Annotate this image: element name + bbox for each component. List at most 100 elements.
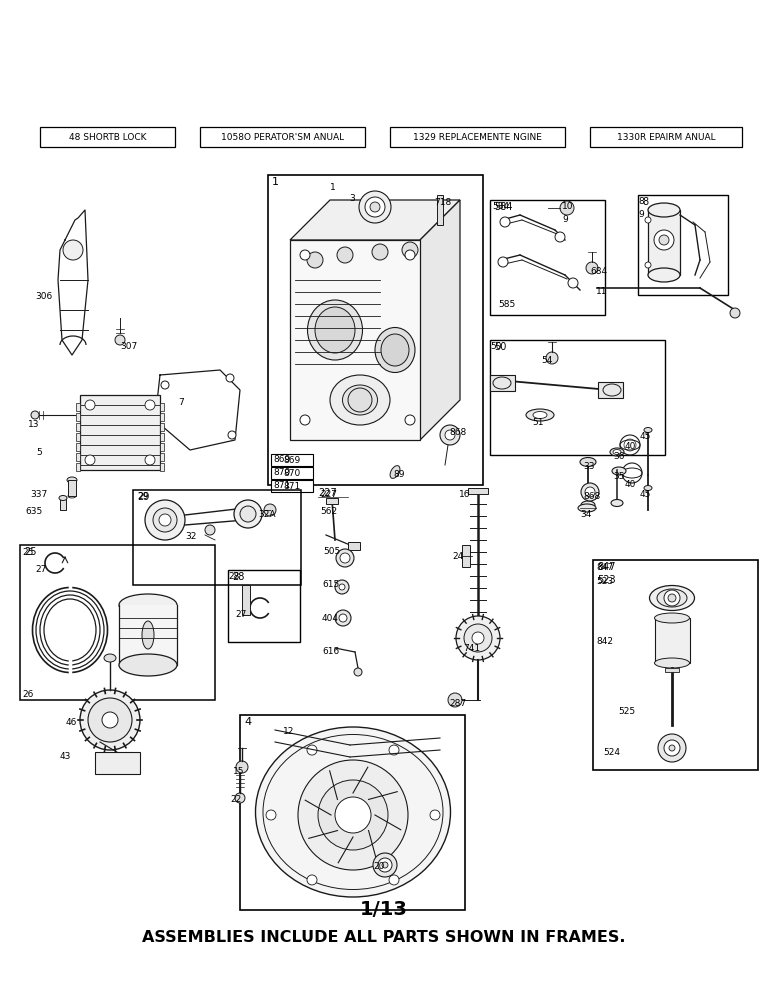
Circle shape bbox=[115, 335, 125, 345]
Circle shape bbox=[307, 252, 323, 268]
Circle shape bbox=[359, 191, 391, 223]
Bar bbox=[665, 668, 679, 672]
Bar bbox=[490, 340, 665, 455]
Ellipse shape bbox=[581, 501, 595, 509]
Text: 54: 54 bbox=[541, 356, 552, 365]
Text: 1: 1 bbox=[272, 177, 279, 187]
Bar bbox=[590, 127, 742, 147]
Ellipse shape bbox=[612, 467, 626, 475]
Bar bbox=[348, 542, 360, 550]
Bar bbox=[160, 413, 164, 421]
Polygon shape bbox=[290, 200, 460, 240]
Text: 741: 741 bbox=[463, 644, 480, 653]
Text: 870: 870 bbox=[273, 468, 290, 477]
Bar bbox=[60, 498, 66, 510]
Text: 523: 523 bbox=[597, 575, 616, 585]
Circle shape bbox=[373, 853, 397, 877]
Ellipse shape bbox=[648, 268, 680, 282]
Circle shape bbox=[318, 780, 388, 850]
Text: 4: 4 bbox=[244, 717, 251, 727]
Circle shape bbox=[226, 374, 234, 382]
Circle shape bbox=[500, 217, 510, 227]
Text: 35: 35 bbox=[613, 472, 624, 481]
Bar bbox=[490, 200, 605, 315]
Circle shape bbox=[63, 240, 83, 260]
Circle shape bbox=[659, 235, 669, 245]
Text: 337: 337 bbox=[30, 490, 48, 499]
Bar bbox=[648, 210, 680, 275]
Bar bbox=[638, 195, 728, 295]
Circle shape bbox=[161, 381, 169, 389]
Ellipse shape bbox=[390, 465, 400, 478]
Text: 871: 871 bbox=[283, 481, 300, 490]
Text: 307: 307 bbox=[120, 342, 137, 351]
Text: 1/13: 1/13 bbox=[360, 900, 408, 919]
Circle shape bbox=[372, 244, 388, 260]
Text: 847: 847 bbox=[596, 563, 613, 572]
Bar bbox=[76, 433, 80, 441]
Text: 45: 45 bbox=[640, 432, 651, 441]
Bar bbox=[160, 463, 164, 471]
Bar bbox=[468, 488, 488, 494]
Ellipse shape bbox=[611, 500, 623, 507]
Bar bbox=[68, 480, 76, 496]
Text: 1329 REPLACEMENTE NGINE: 1329 REPLACEMENTE NGINE bbox=[413, 132, 542, 141]
Bar bbox=[271, 467, 313, 479]
Ellipse shape bbox=[330, 375, 390, 425]
Text: 525: 525 bbox=[618, 707, 635, 716]
Bar bbox=[490, 375, 515, 391]
Text: 227: 227 bbox=[318, 488, 336, 498]
Text: 8: 8 bbox=[638, 197, 644, 206]
Circle shape bbox=[430, 810, 440, 820]
Ellipse shape bbox=[654, 658, 690, 668]
Circle shape bbox=[560, 201, 574, 215]
Circle shape bbox=[298, 760, 408, 870]
Bar bbox=[160, 423, 164, 431]
Text: 718: 718 bbox=[434, 198, 452, 207]
Circle shape bbox=[402, 242, 418, 258]
Circle shape bbox=[405, 415, 415, 425]
Circle shape bbox=[645, 217, 651, 223]
Text: 22: 22 bbox=[230, 795, 241, 804]
Text: 25: 25 bbox=[24, 547, 37, 557]
Text: 287: 287 bbox=[449, 699, 466, 708]
Bar bbox=[133, 490, 301, 585]
Text: 40: 40 bbox=[625, 480, 637, 489]
Text: 34: 34 bbox=[580, 510, 591, 519]
Circle shape bbox=[335, 797, 371, 833]
Circle shape bbox=[498, 257, 508, 267]
Text: 584: 584 bbox=[494, 202, 512, 212]
Circle shape bbox=[145, 500, 185, 540]
Text: 28: 28 bbox=[232, 572, 244, 582]
Ellipse shape bbox=[533, 412, 547, 418]
Circle shape bbox=[365, 197, 385, 217]
Circle shape bbox=[266, 810, 276, 820]
Circle shape bbox=[31, 411, 39, 419]
Text: 868: 868 bbox=[583, 492, 601, 501]
Text: 20: 20 bbox=[373, 862, 384, 871]
Text: 505: 505 bbox=[323, 547, 340, 556]
Text: 11: 11 bbox=[596, 287, 607, 296]
Bar bbox=[593, 560, 758, 770]
Bar bbox=[271, 454, 313, 466]
Bar bbox=[95, 752, 140, 774]
Text: 32A: 32A bbox=[258, 510, 276, 519]
Polygon shape bbox=[420, 200, 460, 440]
Circle shape bbox=[300, 415, 310, 425]
Circle shape bbox=[448, 693, 462, 707]
Bar bbox=[240, 715, 465, 910]
Circle shape bbox=[236, 761, 248, 773]
Text: 25: 25 bbox=[22, 548, 33, 557]
Circle shape bbox=[456, 616, 500, 660]
Text: 27: 27 bbox=[235, 610, 247, 619]
Text: 40: 40 bbox=[625, 442, 637, 451]
Circle shape bbox=[440, 425, 460, 445]
Bar bbox=[160, 453, 164, 461]
Bar bbox=[119, 605, 177, 665]
Circle shape bbox=[581, 483, 599, 501]
Bar bbox=[655, 618, 690, 663]
Text: 48 SHORTB LOCK: 48 SHORTB LOCK bbox=[69, 132, 146, 141]
Circle shape bbox=[340, 553, 350, 563]
Circle shape bbox=[336, 549, 354, 567]
Ellipse shape bbox=[610, 448, 624, 456]
